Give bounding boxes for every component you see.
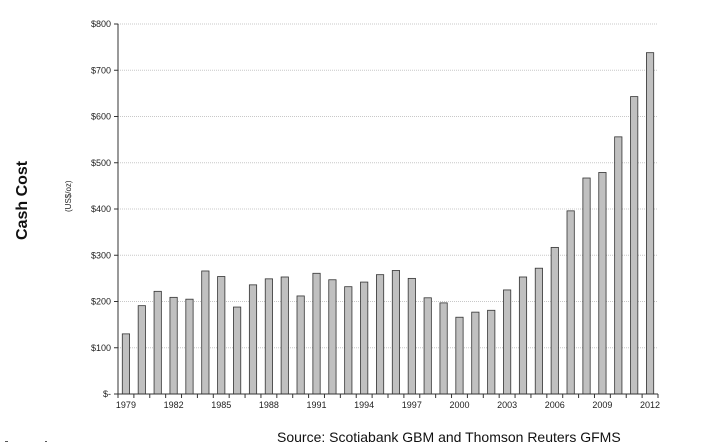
bar (487, 309, 496, 395)
bar (518, 276, 528, 395)
bar (407, 277, 416, 395)
y-tick-label: $200 (91, 297, 111, 307)
bar (550, 246, 559, 395)
axes (114, 23, 659, 398)
x-tick-label: 1997 (402, 400, 422, 410)
y-tick-label: $600 (91, 112, 111, 122)
source-note: Source: Scotiabank GBM and Thomson Reute… (277, 429, 621, 445)
bar (582, 177, 591, 395)
bar (376, 274, 385, 395)
bar (169, 296, 178, 395)
bar (280, 276, 289, 395)
bar (598, 172, 607, 395)
bar (121, 333, 130, 395)
bar (344, 286, 353, 395)
x-tick-label: 2003 (497, 400, 517, 410)
y-tick-label: $- (103, 389, 111, 399)
bar (201, 270, 210, 395)
bars (121, 52, 655, 395)
bar (248, 284, 258, 395)
x-tick-label: 1979 (116, 400, 136, 410)
bar (328, 279, 337, 395)
y-tick-label: $100 (91, 343, 111, 353)
bar (471, 311, 480, 395)
bar (312, 272, 321, 395)
bar (566, 210, 575, 395)
x-tick-label: 2012 (640, 400, 660, 410)
bar (503, 289, 512, 395)
bar (137, 305, 146, 395)
x-tick-label: 1988 (259, 400, 279, 410)
bar (264, 278, 273, 395)
x-tick-labels: 1979 1982 1985 1988 1991 1994 1997 2000 2003 2006… (116, 400, 660, 410)
bar (423, 297, 432, 395)
bar (630, 96, 639, 395)
bar (614, 136, 623, 395)
x-tick-label: 2000 (449, 400, 469, 410)
x-tick-label: 2009 (592, 400, 612, 410)
y-tick-label: $500 (91, 158, 111, 168)
bar (296, 295, 305, 395)
chart: $-$100$200$300$400$500$600$700$800 1979 1… (91, 19, 660, 410)
x-tick-label: 1982 (164, 400, 184, 410)
bar (153, 290, 162, 395)
bar (534, 267, 543, 395)
x-tick-label: 1994 (354, 400, 374, 410)
y-tick-label: $300 (91, 250, 111, 260)
bar (439, 302, 448, 395)
gridlines (118, 23, 658, 349)
x-tick-label: 1991 (307, 400, 327, 410)
y-tick-labels: $- $100 $200 $300 $400 $500 $600 $700 $800 (91, 19, 111, 399)
bar (455, 316, 464, 395)
y-axis-unit: (US$/oz) (64, 180, 73, 212)
bar (391, 270, 400, 395)
bar (646, 52, 655, 395)
bar (233, 306, 242, 395)
y-tick-label: $800 (91, 19, 111, 29)
y-tick-label: $700 (91, 65, 111, 75)
x-tick-label: 2006 (545, 400, 565, 410)
bar (185, 298, 194, 395)
bar (217, 276, 226, 395)
stray-mark (5, 441, 8, 442)
bar (360, 281, 369, 395)
x-tick-label: 1985 (211, 400, 231, 410)
stray-mark (45, 441, 47, 442)
y-axis-label: Cash Cost (14, 160, 31, 240)
y-tick-label: $400 (91, 204, 111, 214)
